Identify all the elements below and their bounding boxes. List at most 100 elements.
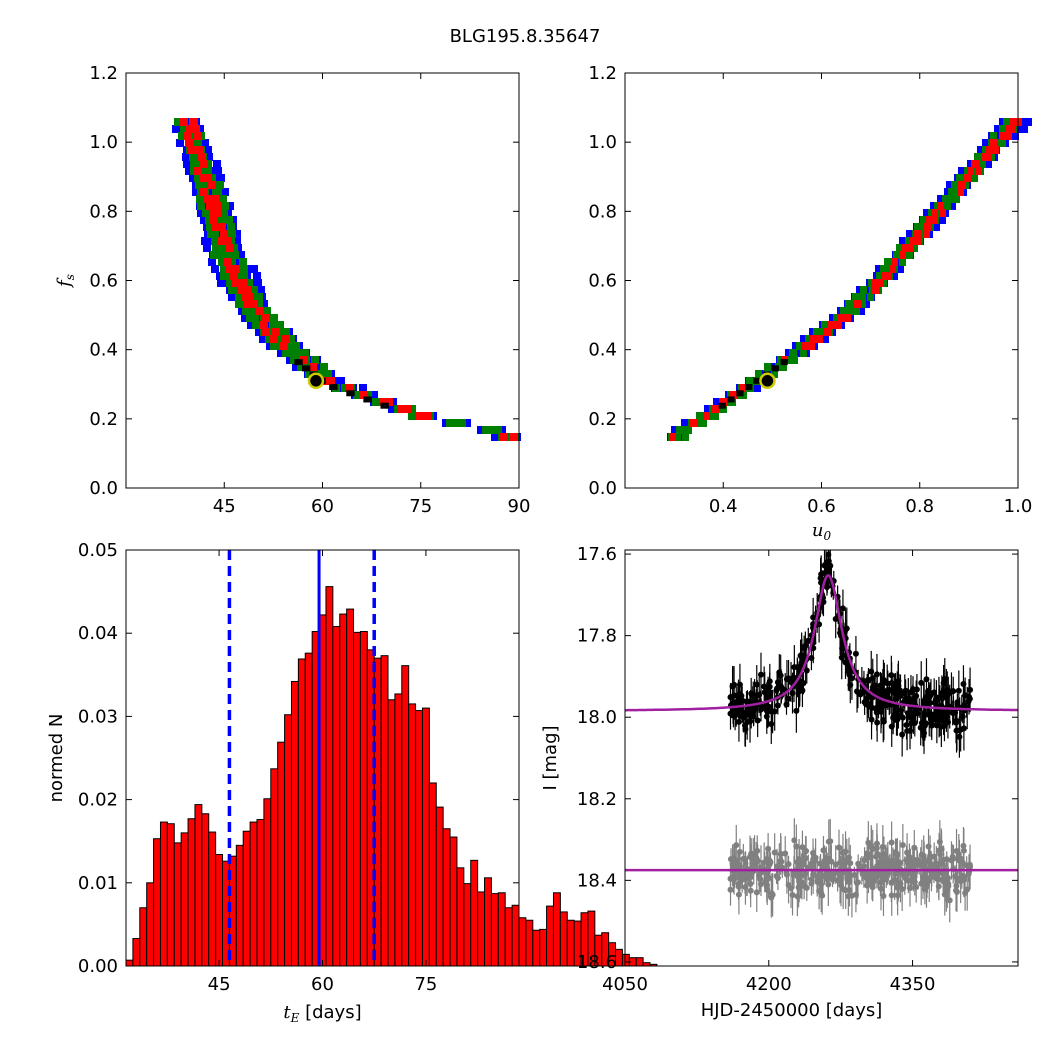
histogram-bar bbox=[249, 821, 258, 967]
residual-point bbox=[791, 837, 798, 844]
heat-cell bbox=[235, 293, 243, 301]
heat-cell bbox=[856, 286, 863, 294]
data-point bbox=[914, 710, 921, 717]
heat-cell bbox=[239, 279, 247, 287]
heat-cell bbox=[853, 307, 860, 315]
heat-cell bbox=[840, 307, 847, 315]
residual-point bbox=[799, 844, 806, 851]
heat-cell bbox=[791, 356, 798, 364]
heat-cell bbox=[189, 174, 197, 182]
heat-cell bbox=[876, 279, 883, 287]
residual-point bbox=[820, 847, 827, 854]
heat-cell bbox=[202, 209, 210, 217]
residual-point bbox=[861, 857, 868, 864]
x-tick-label: 1.0 bbox=[1004, 496, 1033, 517]
data-point bbox=[774, 702, 781, 709]
data-point bbox=[888, 723, 895, 730]
heat-cell bbox=[234, 258, 242, 266]
heat-cell bbox=[805, 335, 812, 343]
histogram-bar bbox=[511, 904, 520, 967]
residual-point bbox=[941, 891, 948, 898]
heat-cell bbox=[837, 314, 844, 322]
heat-cell bbox=[754, 384, 761, 392]
heat-cell bbox=[931, 209, 938, 217]
heat-cell bbox=[819, 328, 826, 336]
residual-point bbox=[952, 873, 959, 880]
heat-cell bbox=[239, 258, 247, 266]
histogram-bar bbox=[332, 626, 341, 967]
heat-cell bbox=[745, 384, 753, 391]
data-point bbox=[918, 679, 925, 686]
heat-cell bbox=[228, 230, 236, 238]
histogram-bar bbox=[173, 842, 182, 967]
heat-cell bbox=[193, 132, 201, 140]
residual-point bbox=[729, 876, 736, 883]
data-point bbox=[826, 565, 833, 572]
data-point bbox=[838, 654, 845, 661]
residual-point bbox=[864, 882, 871, 889]
data-point bbox=[868, 668, 875, 675]
residual-point bbox=[902, 875, 909, 882]
heat-cell bbox=[360, 391, 368, 399]
heat-cell bbox=[292, 342, 300, 350]
y-tick-label: 0.2 bbox=[588, 409, 617, 430]
data-point bbox=[898, 707, 905, 714]
data-point bbox=[810, 614, 817, 621]
heat-cell bbox=[899, 237, 906, 245]
residual-point bbox=[765, 873, 772, 880]
histogram-bar bbox=[532, 929, 541, 967]
x-tick-label: 45 bbox=[213, 496, 236, 517]
heat-cell bbox=[269, 321, 277, 329]
heat-cell bbox=[211, 195, 219, 203]
heat-cell bbox=[739, 384, 746, 392]
residual-point bbox=[869, 882, 876, 889]
heat-cell bbox=[852, 293, 859, 301]
y-tick-label: 0.2 bbox=[89, 409, 118, 430]
heat-cell bbox=[279, 342, 287, 350]
data-point bbox=[953, 719, 960, 726]
heat-cell bbox=[207, 181, 215, 189]
residual-point bbox=[727, 856, 734, 863]
heat-cell bbox=[889, 265, 896, 273]
histogram-bar bbox=[421, 707, 430, 967]
heat-cell bbox=[901, 244, 908, 252]
histogram-bar bbox=[235, 844, 244, 967]
heat-cell bbox=[985, 146, 992, 154]
heat-cell bbox=[671, 426, 678, 434]
residual-point bbox=[854, 879, 861, 886]
heat-cell bbox=[301, 349, 309, 357]
residual-point bbox=[911, 844, 918, 851]
heat-cell bbox=[265, 335, 273, 343]
heat-cell bbox=[446, 419, 454, 427]
data-point bbox=[952, 709, 959, 716]
heat-cell bbox=[220, 272, 228, 280]
histogram-bar bbox=[490, 893, 499, 967]
heat-cell bbox=[964, 174, 971, 182]
heat-cell bbox=[219, 195, 227, 203]
residual-point bbox=[925, 843, 932, 850]
data-point bbox=[754, 717, 761, 724]
histogram-bar bbox=[559, 911, 568, 967]
data-point bbox=[884, 687, 891, 694]
heat-cell bbox=[1005, 132, 1012, 140]
residual-point bbox=[877, 885, 884, 892]
heat-cell bbox=[681, 419, 688, 427]
histogram-bar bbox=[242, 830, 251, 967]
data-point bbox=[789, 690, 796, 697]
heat-cell bbox=[294, 349, 302, 357]
residual-point bbox=[826, 870, 833, 877]
y-tick-label: 0.05 bbox=[78, 540, 118, 561]
heat-cell bbox=[685, 426, 692, 434]
heat-cell bbox=[231, 251, 239, 259]
heat-cell bbox=[834, 321, 841, 329]
residual-point bbox=[873, 845, 880, 852]
histogram-bar bbox=[359, 631, 368, 967]
heat-cell bbox=[424, 412, 432, 420]
histogram-bar bbox=[415, 710, 423, 967]
heat-cell bbox=[224, 237, 232, 245]
heat-cell bbox=[713, 398, 720, 406]
heat-cell bbox=[1025, 118, 1032, 126]
y-tick-label: 0.04 bbox=[78, 623, 118, 644]
y-tick-label: 18.0 bbox=[577, 707, 617, 728]
y-tick-label: 18.4 bbox=[577, 870, 617, 891]
